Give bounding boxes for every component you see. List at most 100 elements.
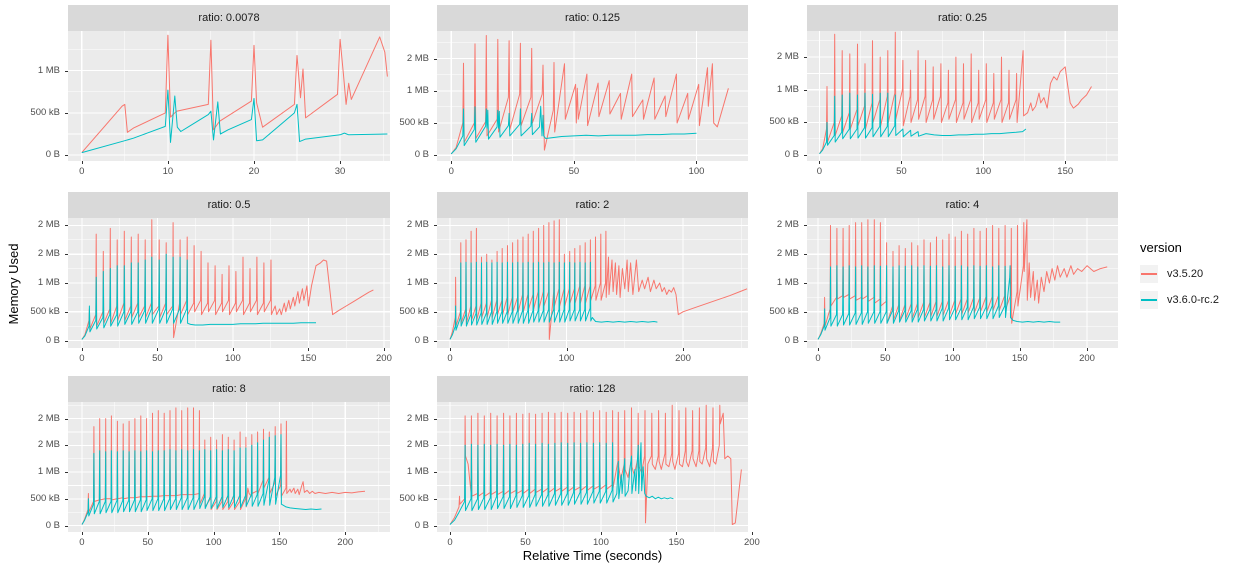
x-tick-mark: [253, 161, 255, 164]
x-tick-mark: [901, 161, 903, 164]
x-tick-mark: [450, 348, 452, 351]
y-tick-label: 1 MB: [406, 466, 429, 478]
y-tick-mark: [65, 70, 68, 72]
x-tick-mark: [81, 532, 83, 535]
facet-panel: [68, 402, 390, 532]
legend-title: version: [1140, 240, 1182, 255]
x-tick-label: 0: [79, 353, 85, 364]
y-tick-mark: [434, 418, 437, 420]
x-tick-mark: [232, 348, 234, 351]
y-tick-mark: [65, 472, 68, 474]
y-tick-mark: [65, 311, 68, 313]
y-tick-mark: [65, 254, 68, 256]
y-tick-label: 1 MB: [37, 466, 60, 478]
y-tick-mark: [434, 525, 437, 527]
facet-ratio2: ratio: 2 0 B 500 kB 1 MB 2 MB 2 MB 0 100 200: [387, 192, 748, 370]
x-tick-mark: [525, 532, 527, 535]
y-tick-mark: [804, 57, 807, 59]
y-tick-mark: [804, 283, 807, 284]
x-tick-mark: [751, 532, 753, 535]
y-tick-label: 0 B: [784, 149, 799, 161]
y-tick-label: 500 kB: [399, 305, 429, 317]
x-tick-mark: [279, 532, 281, 535]
x-tick-label: 200: [1079, 353, 1095, 364]
facet-strip-label: ratio: 0.5: [68, 192, 390, 218]
y-tick-mark: [65, 418, 68, 420]
y-tick-label: 1 MB: [406, 84, 429, 96]
y-tick-label: 0 B: [414, 334, 429, 346]
facet-panel: [437, 402, 748, 532]
series-line-v3.6.0-rc.2: [81, 253, 316, 340]
series-line-v3.5.20: [450, 35, 729, 155]
x-tick-label: 100: [558, 353, 575, 364]
x-tick-label: 0: [447, 353, 453, 364]
facet-ratio0.0078: ratio: 0.0078 0 B 500 kB 1 MB 0 10 20 30: [18, 5, 390, 183]
y-tick-mark: [65, 225, 68, 227]
y-tick-label: 2 MB: [37, 219, 60, 231]
y-tick-label: 500 kB: [30, 492, 60, 504]
facet-panel: [68, 218, 390, 348]
x-tick-label: 200: [337, 537, 354, 548]
legend-entry: v3.6.0-rc.2: [1140, 291, 1219, 309]
x-tick-mark: [451, 161, 453, 164]
facet-strip-label: ratio: 128: [437, 376, 748, 402]
x-tick-mark: [213, 532, 215, 535]
series-line-v3.6.0-rc.2: [817, 265, 1061, 340]
x-tick-label: 150: [1057, 166, 1074, 177]
y-tick-label: 0 B: [784, 334, 799, 346]
y-tick-mark: [434, 445, 437, 447]
y-tick-label: 2 MB: [37, 412, 60, 424]
facet-strip-label: ratio: 0.25: [807, 5, 1118, 31]
facet-strip-label: ratio: 2: [437, 192, 748, 218]
x-tick-label: 0: [79, 166, 85, 177]
y-tick-mark: [804, 122, 807, 124]
x-tick-mark: [683, 348, 684, 351]
y-tick-label: 2 MB: [406, 439, 429, 451]
x-tick-label: 150: [300, 353, 317, 364]
legend-key: [1140, 265, 1158, 283]
x-tick-label: 150: [668, 537, 685, 548]
y-tick-mark: [434, 90, 437, 92]
x-tick-mark: [449, 532, 451, 535]
x-tick-label: 50: [142, 537, 154, 548]
y-tick-label: 0 B: [45, 149, 60, 161]
y-tick-mark: [804, 311, 807, 313]
y-tick-mark: [434, 340, 437, 342]
y-tick-label: 0 B: [45, 519, 60, 531]
y-tick-mark: [65, 283, 68, 284]
y-tick-label: 2 MB: [776, 51, 799, 63]
y-tick-label: 500 kB: [399, 117, 429, 129]
x-tick-mark: [81, 348, 83, 351]
y-tick-label: 1 MB: [37, 64, 60, 76]
facet-ratio0.25: ratio: 0.25 0 B 500 kB 1 MB 2 MB 0 50 100 150: [757, 5, 1118, 183]
y-tick-label: 0 B: [414, 149, 429, 161]
x-tick-label: 10: [162, 166, 174, 177]
y-tick-label: 2 MB: [406, 412, 429, 424]
series-line-v3.6.0-rc.2: [449, 261, 658, 340]
x-tick-label: 150: [271, 537, 288, 548]
series-line-v3.5.20: [81, 219, 374, 340]
x-tick-mark: [819, 161, 821, 164]
x-tick-label: 100: [224, 353, 241, 364]
y-tick-label: 1 MB: [37, 277, 60, 288]
y-tick-label: 2 MB: [37, 248, 60, 260]
facet-ratio0.5: ratio: 0.5 0 B 500 kB 1 MB 2 MB 2 MB 0 50 100 150…: [18, 192, 392, 370]
y-tick-mark: [434, 472, 437, 474]
x-tick-label: 0: [816, 166, 823, 177]
y-tick-label: 2 MB: [37, 439, 60, 451]
y-tick-label: 2 MB: [776, 219, 799, 231]
x-tick-label: 0: [79, 537, 85, 548]
x-tick-mark: [676, 532, 678, 535]
x-tick-mark: [1065, 161, 1067, 164]
y-tick-label: 2 MB: [776, 248, 799, 260]
x-tick-mark: [573, 161, 575, 164]
x-tick-mark: [167, 161, 169, 164]
x-tick-mark: [885, 348, 887, 351]
x-tick-mark: [383, 348, 385, 351]
x-tick-label: 50: [152, 353, 163, 364]
y-tick-label: 2 MB: [406, 52, 429, 64]
x-tick-label: 200: [743, 537, 760, 548]
y-tick-label: 2 MB: [406, 248, 429, 260]
legend-key-line-icon: [1141, 299, 1157, 301]
panel-background: [68, 402, 390, 532]
